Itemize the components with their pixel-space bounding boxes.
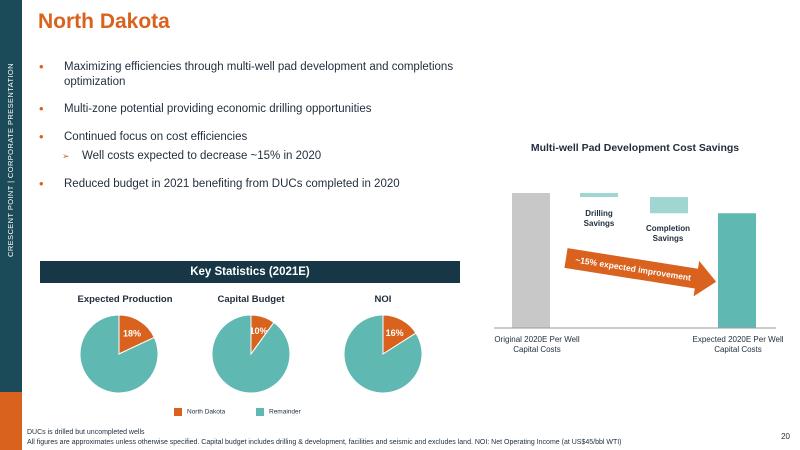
bullet-item: • Multi-zone potential providing economi… bbox=[36, 101, 456, 117]
bullet-text: Reduced budget in 2021 benefiting from D… bbox=[64, 178, 400, 190]
legend-item-north-dakota: North Dakota bbox=[174, 408, 225, 416]
legend-label: Remainder bbox=[269, 408, 301, 416]
legend-swatch bbox=[256, 408, 264, 416]
sub-bullet-text: Well costs expected to decrease ~15% in … bbox=[82, 150, 322, 162]
side-bar-accent bbox=[0, 392, 22, 450]
pie-slice-remainder bbox=[211, 314, 291, 394]
waterfall-chart: ~15% expected improvement bbox=[494, 193, 776, 329]
pie-slice-north-dakota bbox=[118, 314, 155, 355]
pie-slice-label: 16% bbox=[386, 328, 404, 338]
bullet-text: Continued focus on cost efficiencies bbox=[64, 131, 248, 143]
legend-swatch bbox=[174, 408, 182, 416]
page-number: 20 bbox=[781, 432, 790, 441]
footnote-line-2: All figures are approximates unless othe… bbox=[27, 438, 622, 446]
side-bar: CRESCENT POINT | CORPORATE PRESENTATION bbox=[0, 0, 22, 450]
bullet-item: • Continued focus on cost efficiencies bbox=[36, 129, 456, 145]
bullet-dot-icon: • bbox=[39, 59, 44, 74]
waterfall-bar bbox=[580, 193, 618, 198]
pie-title-production: Expected Production bbox=[77, 294, 173, 305]
expected-costs-label: Expected 2020E Per Well Capital Costs bbox=[692, 335, 784, 354]
bullet-list: • Maximizing efficiencies through multi-… bbox=[36, 59, 456, 192]
waterfall-title: Multi-well Pad Development Cost Savings bbox=[530, 142, 740, 154]
waterfall-bar bbox=[650, 197, 688, 214]
pie-slice-remainder bbox=[343, 314, 423, 394]
bullet-dot-icon: • bbox=[39, 101, 44, 116]
bullet-item: • Maximizing efficiencies through multi-… bbox=[36, 59, 456, 90]
bullet-text: Maximizing efficiencies through multi-we… bbox=[64, 61, 454, 88]
original-costs-label: Original 2020E Per Well Capital Costs bbox=[494, 335, 580, 354]
footnote: DUCs is drilled but uncompleted wells Al… bbox=[27, 428, 622, 447]
sub-bullet-item: ➢ Well costs expected to decrease ~15% i… bbox=[36, 149, 456, 164]
pie-title-capital: Capital Budget bbox=[217, 294, 285, 305]
pie-title-noi: NOI bbox=[374, 294, 392, 305]
page-title: North Dakota bbox=[38, 10, 170, 33]
improvement-arrow: ~15% expected improvement bbox=[564, 248, 717, 297]
waterfall-bar bbox=[718, 213, 756, 328]
bullet-dot-icon: • bbox=[39, 129, 44, 144]
side-label: CRESCENT POINT | CORPORATE PRESENTATION bbox=[6, 63, 15, 257]
waterfall-bar bbox=[512, 193, 550, 328]
bullet-text: Multi-zone potential providing economic … bbox=[64, 103, 372, 115]
pie-slice-label: 18% bbox=[123, 329, 141, 339]
bullet-dot-icon: • bbox=[39, 176, 44, 191]
footnote-line-1: DUCs is drilled but uncompleted wells bbox=[27, 429, 145, 436]
completion-savings-label: Completion Savings bbox=[646, 224, 690, 243]
key-stats-header: Key Statistics (2021E) bbox=[40, 261, 460, 283]
arrow-shape bbox=[564, 248, 717, 297]
legend-label: North Dakota bbox=[187, 408, 226, 416]
legend-item-remainder: Remainder bbox=[256, 408, 301, 416]
bullet-item: • Reduced budget in 2021 benefiting from… bbox=[36, 176, 456, 192]
pie-charts: 18% 10% 16% bbox=[79, 314, 423, 394]
pie-slice-label: 10% bbox=[249, 326, 267, 336]
pie-slice-remainder bbox=[79, 314, 159, 394]
drilling-savings-label: Drilling Savings bbox=[583, 209, 615, 228]
arrow-bullet-icon: ➢ bbox=[62, 151, 70, 161]
